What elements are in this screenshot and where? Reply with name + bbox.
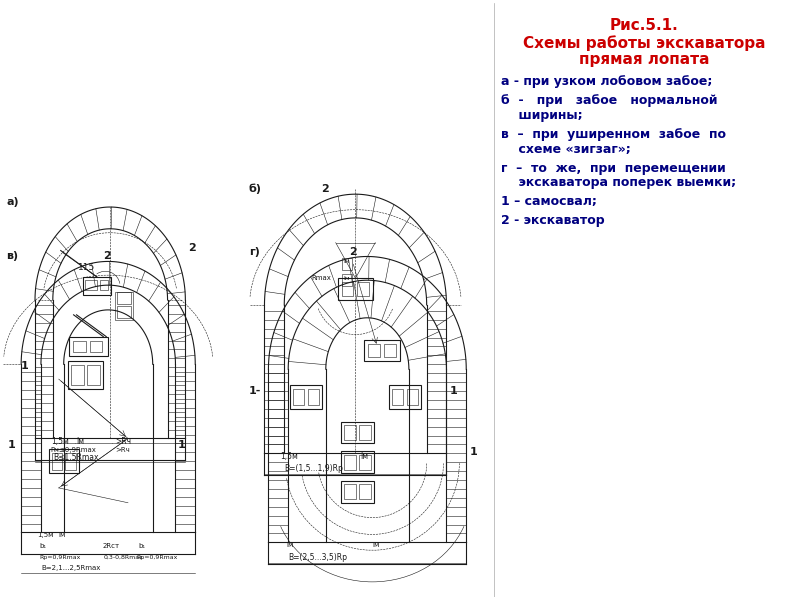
Bar (117, 292, 131, 304)
Bar (359, 455, 371, 470)
Bar (294, 389, 305, 405)
Text: а): а) (6, 197, 19, 207)
Text: >Rч: >Rч (115, 448, 130, 454)
Bar (52, 453, 62, 470)
Bar (308, 389, 318, 405)
Text: схеме «зигзаг»;: схеме «зигзаг»; (501, 143, 630, 156)
Bar (290, 385, 322, 409)
Text: lм: lм (344, 276, 350, 281)
Text: >Rч: >Rч (115, 437, 131, 446)
Text: в  –  при  уширенном  забое  по: в – при уширенном забое по (501, 128, 726, 141)
Bar (86, 280, 98, 290)
Bar (342, 259, 351, 271)
Text: 2 - экскаватор: 2 - экскаватор (501, 214, 605, 227)
Bar (68, 361, 103, 389)
Text: lм: lм (77, 437, 85, 446)
Text: 1 – самосвал;: 1 – самосвал; (501, 195, 597, 208)
Bar (364, 340, 400, 361)
Bar (342, 282, 354, 296)
Bar (342, 274, 351, 286)
Bar (73, 341, 86, 352)
Text: экскаватора поперек выемки;: экскаватора поперек выемки; (501, 176, 736, 190)
Bar (359, 425, 371, 440)
Bar (65, 453, 75, 470)
Bar (49, 449, 78, 473)
Text: г  –  то  же,  при  перемещении: г – то же, при перемещении (501, 161, 726, 175)
Bar (83, 277, 111, 295)
Bar (389, 385, 421, 409)
Text: 1,5м: 1,5м (37, 532, 54, 538)
Text: Рис.5.1.: Рис.5.1. (610, 18, 678, 33)
Bar (117, 306, 131, 318)
Text: 2: 2 (350, 247, 358, 257)
Bar (406, 389, 418, 405)
Bar (100, 280, 108, 290)
Bar (338, 278, 374, 300)
Text: B=2,1...2,5Rmax: B=2,1...2,5Rmax (41, 565, 100, 571)
Text: B=(2,5...3,5)Rр: B=(2,5...3,5)Rр (288, 553, 347, 562)
Text: 2Rст: 2Rст (102, 543, 119, 549)
Text: ширины;: ширины; (501, 109, 582, 122)
Bar (392, 389, 403, 405)
Text: B=(1,5...1,9)Rр: B=(1,5...1,9)Rр (284, 464, 343, 473)
Bar (344, 484, 356, 499)
Text: 1,5м: 1,5м (51, 437, 69, 446)
Bar (341, 451, 374, 473)
Text: 2: 2 (103, 251, 111, 262)
Text: b₁: b₁ (138, 543, 145, 549)
Text: Rч≤0,9Rmax: Rч≤0,9Rmax (51, 448, 97, 454)
Text: Rmax: Rmax (311, 275, 331, 281)
Bar (368, 344, 380, 358)
Text: 2: 2 (188, 242, 196, 253)
Text: Rр=0,9Rmax: Rр=0,9Rmax (136, 555, 178, 560)
Bar (359, 484, 371, 499)
Text: 115: 115 (78, 263, 94, 272)
Text: г): г) (249, 247, 259, 257)
Text: B≤1,5Rmax: B≤1,5Rmax (53, 453, 98, 462)
Bar (344, 425, 356, 440)
Bar (90, 341, 102, 352)
Text: lм: lм (372, 542, 379, 548)
Text: b₁: b₁ (39, 543, 46, 549)
Text: lм: lм (58, 532, 66, 538)
Text: 1,5м: 1,5м (280, 452, 298, 461)
Bar (344, 455, 356, 470)
Text: а - при узком лобовом забое;: а - при узком лобовом забое; (501, 76, 712, 88)
Text: 1: 1 (178, 440, 185, 451)
Bar (69, 337, 108, 356)
Bar (341, 422, 374, 443)
Bar (87, 365, 100, 385)
Bar (358, 282, 370, 296)
Text: 1: 1 (7, 440, 15, 451)
Text: lм: lм (286, 542, 294, 548)
Text: 1-: 1- (249, 386, 261, 396)
Text: lм: lм (361, 452, 369, 461)
Text: прямая лопата: прямая лопата (579, 52, 710, 67)
Bar (115, 292, 133, 320)
Text: б  -   при   забое   нормальной: б - при забое нормальной (501, 94, 718, 107)
Bar (341, 481, 374, 503)
Text: 2: 2 (321, 184, 329, 194)
Text: Rр=0,9Rmax: Rр=0,9Rmax (39, 555, 80, 560)
Bar (71, 365, 84, 385)
Bar (384, 344, 396, 358)
Text: в): в) (6, 251, 18, 262)
Text: 1: 1 (470, 447, 477, 457)
Text: б): б) (249, 184, 262, 194)
Text: Схемы работы экскаватора: Схемы работы экскаватора (523, 35, 766, 50)
Text: 0,3-0,8Rmax: 0,3-0,8Rmax (103, 555, 143, 560)
Text: 1: 1 (450, 386, 457, 396)
Text: 1: 1 (21, 361, 29, 371)
Text: lм: lм (344, 259, 350, 265)
